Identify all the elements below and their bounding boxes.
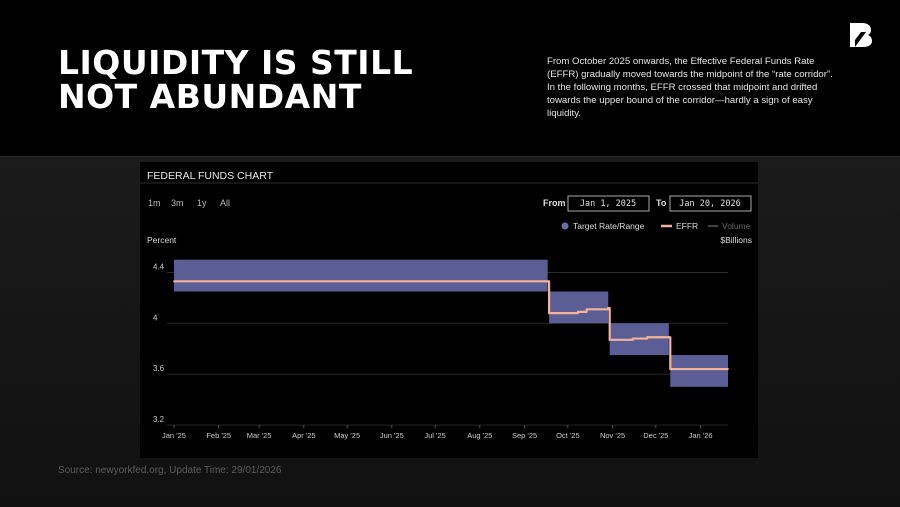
effr-point: [631, 337, 634, 340]
header-section: [0, 0, 900, 156]
y-tick-label: 3.6: [153, 364, 165, 373]
x-tick-label: Apr '25: [292, 431, 316, 440]
headline: LIQUIDITY IS STILL NOT ABUNDANT: [58, 46, 413, 114]
effr-point: [669, 368, 672, 370]
x-tick-label: Jul '25: [424, 431, 445, 440]
target-range-segment: [670, 355, 728, 387]
x-tick-label: Jan '26: [689, 431, 713, 440]
effr-point: [727, 368, 729, 370]
x-tick-label: Nov '25: [600, 431, 625, 440]
legend-volume-label: Volume: [722, 221, 751, 231]
effr-point: [585, 308, 588, 311]
x-tick-label: Aug '25: [467, 431, 492, 440]
x-tick-label: Sep '25: [512, 431, 537, 440]
target-range-segment: [549, 291, 609, 324]
chart-title: FEDERAL FUNDS CHART: [147, 170, 274, 182]
x-tick-label: Jun '25: [380, 431, 404, 440]
legend-effr-label: EFFR: [676, 221, 698, 231]
right-axis-label: $Billions: [720, 235, 752, 245]
to-date-input[interactable]: [669, 195, 752, 212]
effr-point: [548, 312, 551, 315]
effr-point: [607, 307, 610, 309]
x-tick-label: Jan '25: [162, 431, 186, 440]
effr-point: [546, 280, 549, 283]
range-button-1m[interactable]: 1m: [148, 198, 161, 208]
effr-point: [173, 280, 175, 283]
x-tick-label: Oct '25: [556, 431, 580, 440]
to-label: To: [656, 198, 667, 208]
from-date-value: Jan 1, 2025: [580, 199, 636, 209]
left-axis-label: Percent: [147, 235, 177, 245]
x-tick-label: Feb '25: [206, 431, 231, 440]
effr-point: [667, 336, 670, 339]
range-button-1y[interactable]: 1y: [197, 198, 207, 208]
y-tick-label: 4: [153, 313, 158, 322]
chart-canvas: FEDERAL FUNDS CHART 1m 3m 1y All From Ja…: [140, 170, 758, 440]
target-range-segment: [174, 259, 548, 292]
from-date-input[interactable]: [567, 195, 650, 212]
description-text: From October 2025 onwards, the Effective…: [547, 56, 833, 119]
legend-target-range-label: Target Rate/Range: [573, 221, 645, 231]
legend-target-range-marker: [561, 222, 569, 230]
y-tick-label: 3.2: [153, 415, 165, 424]
range-button-3m[interactable]: 3m: [171, 198, 184, 208]
to-date-value: Jan 20, 2026: [679, 199, 740, 209]
federal-funds-chart-panel: FEDERAL FUNDS CHART 1m 3m 1y All From Ja…: [140, 162, 758, 458]
y-axis-ticks: 3.2 3.6 4 4.4: [153, 262, 165, 424]
effr-point: [608, 338, 611, 341]
from-label: From: [543, 198, 566, 208]
x-axis-ticks: Jan '25 Feb '25 Mar '25 Apr '25 May '25 Jun '…: [162, 425, 713, 440]
effr-point: [577, 310, 579, 313]
effr-point: [646, 336, 649, 339]
headline-line-2: NOT ABUNDANT: [58, 77, 362, 116]
brand-logo-icon: [850, 23, 872, 47]
x-tick-label: Dec '25: [643, 431, 668, 440]
y-tick-label: 4.4: [153, 262, 165, 271]
effr-series: [173, 280, 729, 371]
x-tick-label: Mar '25: [247, 431, 272, 440]
source-note: Source: newyorkfed.org, Update Time: 29/…: [58, 465, 282, 476]
x-tick-label: May '25: [334, 431, 360, 440]
headline-line-1: LIQUIDITY IS STILL: [58, 43, 414, 82]
range-button-all[interactable]: All: [220, 198, 230, 208]
